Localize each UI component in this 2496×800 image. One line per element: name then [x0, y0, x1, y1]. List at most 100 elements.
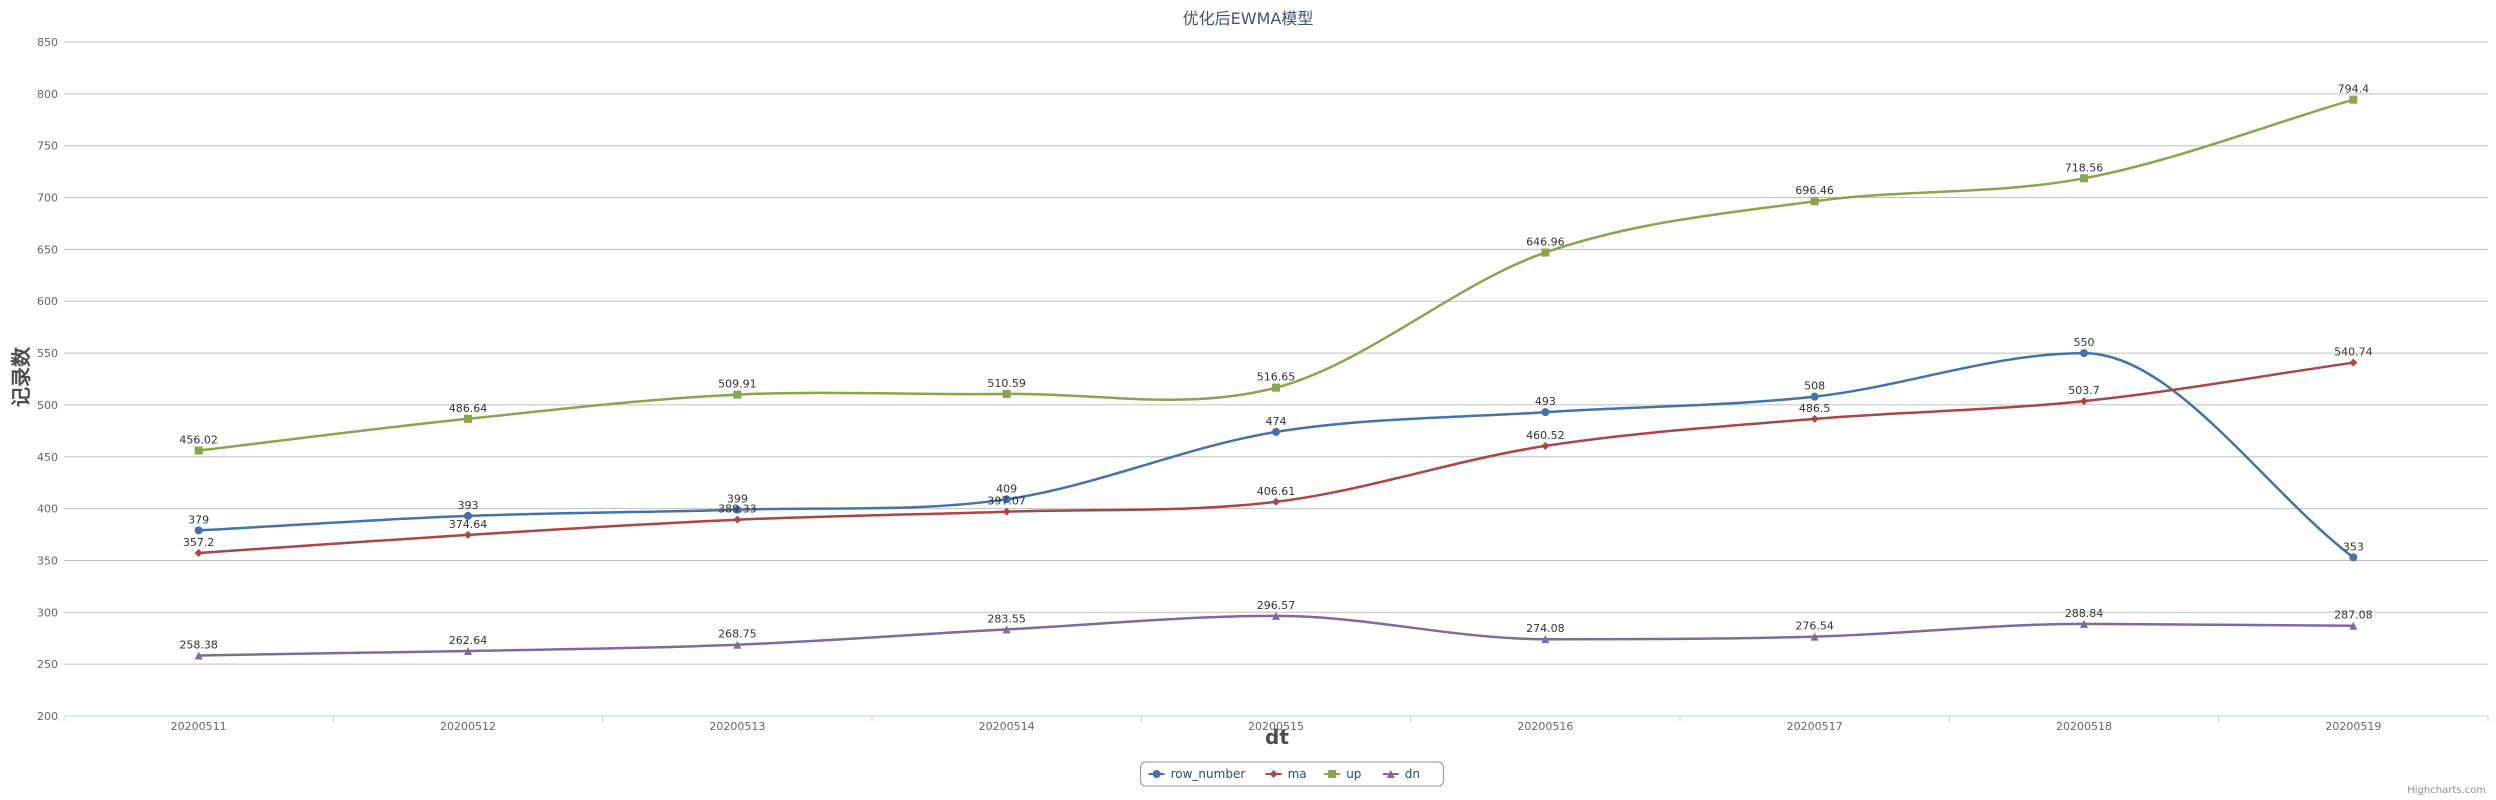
legend-label: ma — [1288, 767, 1307, 781]
data-label-dn: 287.08 — [2334, 609, 2373, 622]
series-line-row_number[interactable] — [198, 351, 2355, 559]
point-ma[interactable] — [1272, 497, 1280, 506]
data-label-row_number: 409 — [996, 482, 1017, 495]
point-ma[interactable] — [2080, 397, 2088, 406]
point-dn[interactable] — [733, 640, 742, 649]
point-up[interactable] — [1541, 248, 1550, 257]
data-label-up: 510.59 — [987, 377, 1026, 390]
point-ma[interactable] — [733, 515, 742, 524]
y-tick-label: 350 — [37, 554, 58, 567]
point-row_number[interactable] — [464, 511, 472, 520]
point-row_number[interactable] — [1810, 392, 1819, 401]
data-label-dn: 268.75 — [718, 628, 757, 641]
legend-item-ma[interactable]: ma — [1265, 767, 1307, 781]
x-tick-label: 20200519 — [2325, 720, 2381, 733]
legend-item-dn[interactable]: dn — [1382, 767, 1420, 781]
y-tick-label: 650 — [37, 243, 58, 256]
y-tick-label: 200 — [37, 710, 58, 723]
data-label-row_number: 353 — [2343, 540, 2364, 553]
point-dn[interactable] — [2080, 619, 2088, 628]
legend-marker[interactable] — [1269, 770, 1278, 778]
point-row_number[interactable] — [1272, 427, 1280, 436]
point-up[interactable] — [2080, 174, 2088, 183]
point-ma[interactable] — [1810, 414, 1819, 423]
data-label-up: 509.91 — [718, 378, 757, 391]
data-label-up: 516.65 — [1257, 371, 1296, 384]
series-group — [194, 95, 2358, 660]
data-label-dn: 274.08 — [1526, 622, 1565, 635]
point-ma[interactable] — [194, 548, 203, 557]
x-axis: 20200511 20200512 20200513 20200514 20200515… — [63, 715, 2489, 733]
legend-marker[interactable] — [1152, 770, 1161, 778]
point-row_number[interactable] — [733, 505, 742, 514]
series-ma — [194, 358, 2358, 557]
point-dn[interactable] — [464, 647, 472, 656]
legend-marker[interactable] — [1386, 770, 1395, 778]
data-label-up: 794.4 — [2338, 83, 2370, 96]
legend[interactable]: row_number ma up dn — [1140, 761, 1444, 787]
y-tick-label: 250 — [37, 658, 58, 671]
point-row_number[interactable] — [2349, 553, 2358, 562]
point-up[interactable] — [464, 414, 472, 423]
grid-lines — [64, 41, 2488, 717]
point-up[interactable] — [194, 446, 203, 455]
y-tick-label: 600 — [37, 295, 58, 308]
point-dn[interactable] — [194, 651, 203, 660]
y-tick-label: 550 — [37, 347, 58, 360]
data-label-ma: 406.61 — [1257, 485, 1296, 498]
credits[interactable]: Highcharts.com — [2407, 785, 2486, 796]
y-tick-label: 400 — [37, 503, 58, 516]
y-tick-label: 750 — [37, 140, 58, 153]
point-ma[interactable] — [1541, 441, 1550, 450]
data-label-ma: 460.52 — [1526, 429, 1565, 442]
point-dn[interactable] — [1002, 625, 1011, 634]
y-tick-label: 450 — [37, 451, 58, 464]
legend-item-up[interactable]: up — [1324, 767, 1361, 781]
point-ma[interactable] — [1002, 507, 1011, 516]
point-row_number[interactable] — [194, 526, 203, 535]
x-tick-label: 20200515 — [1248, 720, 1304, 733]
legend-item-row_number[interactable]: row_number — [1148, 767, 1246, 781]
legend-marker[interactable] — [1328, 770, 1337, 778]
data-label-up: 718.56 — [2065, 161, 2104, 174]
y-axis-title: 记录数 — [9, 346, 33, 407]
data-label-row_number: 393 — [458, 499, 479, 512]
legend-label: dn — [1405, 767, 1420, 781]
point-dn[interactable] — [2349, 621, 2358, 630]
point-ma[interactable] — [464, 530, 472, 539]
point-ma[interactable] — [2349, 358, 2358, 367]
x-tick-label: 20200517 — [1787, 720, 1843, 733]
data-label-dn: 283.55 — [987, 612, 1026, 625]
data-label-ma: 486.5 — [1799, 402, 1831, 415]
data-label-ma: 503.7 — [2068, 384, 2100, 397]
point-row_number[interactable] — [1541, 408, 1550, 417]
point-up[interactable] — [2349, 95, 2358, 104]
data-label-up: 486.64 — [449, 402, 488, 415]
data-label-row_number: 493 — [1535, 395, 1556, 408]
point-up[interactable] — [1272, 383, 1280, 392]
data-label-ma: 397.07 — [987, 495, 1026, 508]
point-dn[interactable] — [1272, 611, 1280, 620]
point-dn[interactable] — [1810, 632, 1819, 641]
point-dn[interactable] — [1541, 635, 1550, 644]
x-tick-label: 20200512 — [440, 720, 496, 733]
chart-title: 优化后EWMA模型 — [1183, 9, 1314, 28]
series-up — [194, 95, 2358, 455]
data-label-ma: 357.2 — [183, 536, 215, 549]
data-label-row_number: 508 — [1804, 380, 1825, 393]
series-line-up[interactable] — [198, 98, 2354, 452]
x-tick-label: 20200516 — [1517, 720, 1573, 733]
point-up[interactable] — [1810, 197, 1819, 206]
point-row_number[interactable] — [1002, 495, 1011, 504]
series-line-dn[interactable] — [198, 614, 2354, 657]
series-row_number — [194, 349, 2358, 562]
point-up[interactable] — [1002, 389, 1011, 398]
legend-label: up — [1346, 767, 1361, 781]
data-label-up: 646.96 — [1526, 236, 1565, 249]
data-label-up: 456.02 — [179, 434, 218, 447]
point-up[interactable] — [733, 390, 742, 399]
x-tick-label: 20200513 — [709, 720, 765, 733]
data-label-ma: 374.64 — [449, 518, 488, 531]
point-row_number[interactable] — [2080, 349, 2088, 358]
y-tick-label: 850 — [37, 36, 58, 49]
